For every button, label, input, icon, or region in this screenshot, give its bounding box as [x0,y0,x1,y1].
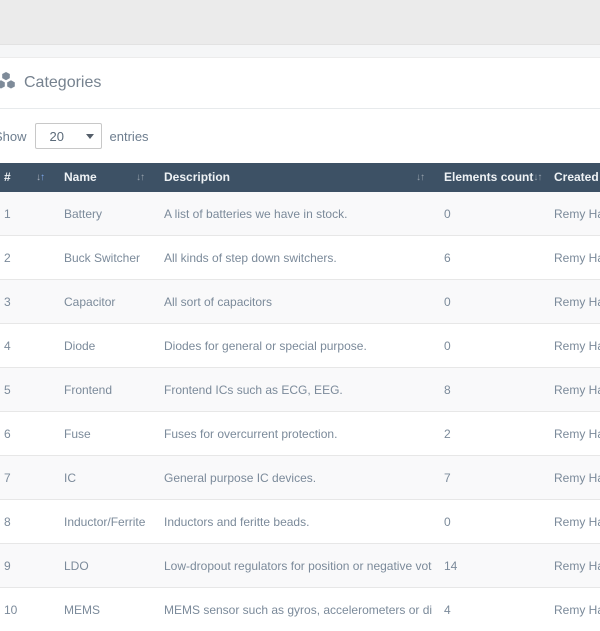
column-header--[interactable]: #↓↑ [0,163,52,192]
sort-up-icon: ↑ [537,172,541,183]
column-label: Elements count [444,170,533,185]
top-navigation-bar [0,0,600,45]
table-header: #↓↑Name↓↑Description↓↑Elements count↓↑Cr… [0,163,600,192]
cell-elements-count: 6 [432,236,542,280]
cell-name: Inductor/Ferrite [52,500,152,544]
cell-num: 5 [0,368,52,412]
cell-name: Frontend [52,368,152,412]
cell-elements-count: 14 [432,544,542,588]
cell-name: Battery [52,192,152,236]
cell-description: General purpose IC devices. [152,456,432,500]
entries-select[interactable]: 20 [35,123,102,149]
page-title: Categories [24,74,101,92]
panel-heading: Categories [0,58,600,109]
cell-created: Remy Ha [542,368,600,412]
cell-description: All sort of capacitors [152,280,432,324]
cell-created: Remy Ha [542,544,600,588]
cell-num: 6 [0,412,52,456]
cell-name: Diode [52,324,152,368]
column-header-created[interactable]: Created↓↑ [542,163,600,192]
cell-name: LDO [52,544,152,588]
cell-description: Fuses for overcurrent protection. [152,412,432,456]
cell-description: Diodes for general or special purpose. [152,324,432,368]
entries-select-wrap: 20 [35,123,102,149]
categories-table: #↓↑Name↓↑Description↓↑Elements count↓↑Cr… [0,163,600,631]
sort-up-icon: ↑ [40,172,44,183]
column-header-name[interactable]: Name↓↑ [52,163,152,192]
cell-num: 7 [0,456,52,500]
cell-created: Remy Ha [542,412,600,456]
entries-label: entries [110,129,149,144]
cell-created: Remy Ha [542,280,600,324]
cell-elements-count: 8 [432,368,542,412]
sort-icon[interactable]: ↓↑ [136,173,144,183]
cell-created: Remy Ha [542,236,600,280]
cell-name: Capacitor [52,280,152,324]
cell-name: Buck Switcher [52,236,152,280]
cell-description: Inductors and feritte beads. [152,500,432,544]
cell-description: A list of batteries we have in stock. [152,192,432,236]
column-label: Created [554,170,600,185]
cell-elements-count: 0 [432,500,542,544]
cell-description: MEMS sensor such as gyros, accelerometer… [152,588,432,631]
cell-elements-count: 2 [432,412,542,456]
categories-panel: Categories Show 20 entries #↓↑Name↓↑Desc… [0,58,600,631]
sort-icon[interactable]: ↓↑ [533,173,541,183]
cell-elements-count: 0 [432,324,542,368]
sort-icon[interactable]: ↓↑ [416,173,424,183]
cell-elements-count: 0 [432,280,542,324]
column-header-elements-count[interactable]: Elements count↓↑ [432,163,542,192]
cell-num: 8 [0,500,52,544]
cubes-icon [0,71,16,95]
cell-description: Frontend ICs such as ECG, EEG. [152,368,432,412]
cell-description: All kinds of step down switchers. [152,236,432,280]
cell-num: 3 [0,280,52,324]
cell-created: Remy Ha [542,588,600,631]
entries-length-control: Show 20 entries [0,123,600,149]
cell-elements-count: 4 [432,588,542,631]
show-label: Show [0,129,27,144]
cell-num: 4 [0,324,52,368]
cell-description: Low-dropout regulators for position or n… [152,544,432,588]
sort-up-icon: ↑ [140,172,144,183]
column-header-description[interactable]: Description↓↑ [152,163,432,192]
cell-num: 2 [0,236,52,280]
cell-name: MEMS [52,588,152,631]
cell-num: 9 [0,544,52,588]
column-label: Name [64,170,136,185]
cell-elements-count: 7 [432,456,542,500]
column-label: # [4,170,36,185]
column-label: Description [164,170,416,185]
cell-name: Fuse [52,412,152,456]
cell-created: Remy Ha [542,456,600,500]
page-background-band [0,45,600,58]
cell-created: Remy Ha [542,192,600,236]
sort-up-icon: ↑ [420,172,424,183]
sort-icon[interactable]: ↓↑ [36,173,44,183]
cell-num: 1 [0,192,52,236]
cell-created: Remy Ha [542,500,600,544]
cell-elements-count: 0 [432,192,542,236]
cell-num: 10 [0,588,52,631]
cell-created: Remy Ha [542,324,600,368]
cell-name: IC [52,456,152,500]
